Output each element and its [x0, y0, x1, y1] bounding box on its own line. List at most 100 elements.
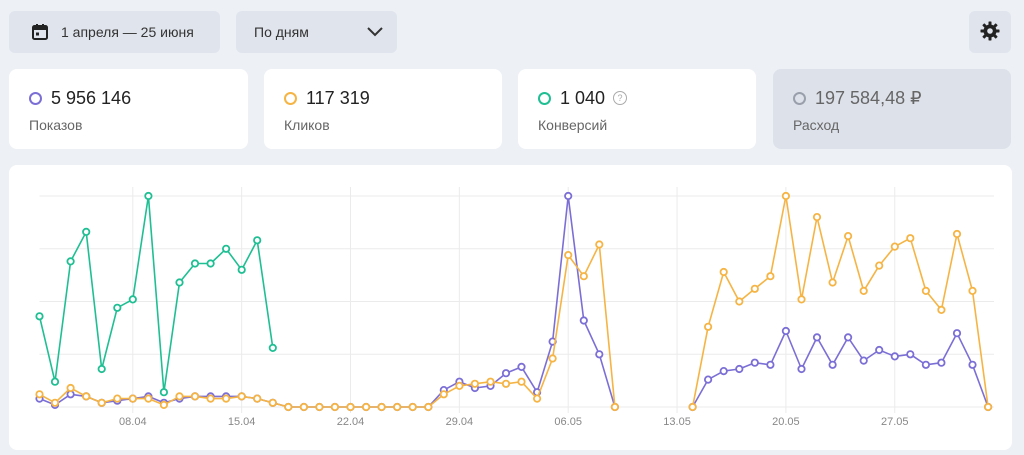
clicks-point	[921, 286, 931, 296]
conversions-point	[50, 377, 60, 386]
chart-panel: 08.04 15.04 22.04 29.04 06.05 13.05 20.05 27.05	[9, 165, 1012, 450]
clicks-point	[408, 402, 417, 412]
conversions-point	[82, 227, 91, 237]
clicks-point	[486, 377, 495, 386]
impressions-point	[719, 367, 728, 376]
date-range-button[interactable]: 1 апреля — 25 июня	[9, 11, 220, 53]
clicks-point	[206, 394, 215, 403]
clicks-point	[284, 402, 293, 412]
impressions-point	[812, 333, 822, 342]
clicks-point	[330, 402, 339, 412]
x-tick-label: 20.05	[772, 416, 800, 428]
date-range-label: 1 апреля — 25 июня	[61, 24, 194, 40]
metric-card-clicks[interactable]: 117 319 Кликов	[264, 69, 502, 149]
impressions-point	[937, 358, 946, 367]
grouping-label: По дням	[254, 24, 309, 40]
impressions-point	[735, 364, 744, 374]
clicks-point	[766, 272, 775, 281]
clicks-point	[82, 392, 91, 401]
clicks-point	[937, 305, 946, 314]
conversions-line	[38, 195, 274, 393]
line-chart[interactable]: 08.04 15.04 22.04 29.04 06.05 13.05 20.05 27.05	[9, 165, 1012, 450]
clicks-point	[439, 390, 448, 399]
clicks-point	[750, 284, 759, 293]
grouping-select[interactable]: По дням	[236, 11, 397, 53]
clicks-series-marker	[284, 91, 297, 105]
clicks-value: 117 319	[306, 87, 370, 108]
clicks-point	[393, 402, 402, 412]
clicks-point	[610, 402, 620, 412]
clicks-point	[268, 398, 277, 407]
clicks-point	[703, 322, 713, 331]
x-tick-label: 15.04	[228, 416, 256, 428]
clicks-point	[812, 212, 822, 222]
conversions-value: 1 040	[560, 87, 606, 108]
conversions-point	[253, 236, 262, 245]
conversions-point	[66, 257, 75, 266]
clicks-point	[843, 232, 853, 241]
conversions-point	[222, 244, 231, 253]
impressions-value: 5 956 146	[51, 87, 132, 108]
clicks-point	[222, 394, 231, 403]
clicks-point	[315, 402, 324, 412]
impressions-point	[517, 362, 526, 371]
metric-card-conversions[interactable]: 1 040 ? Конверсий	[518, 69, 756, 149]
conversions-point	[113, 303, 122, 312]
conversions-point	[144, 191, 153, 201]
clicks-point	[781, 191, 791, 201]
metric-card-spend[interactable]: 197 584,48 ₽ Расход	[773, 69, 1011, 149]
clicks-point	[797, 295, 806, 304]
clicks-point	[97, 398, 106, 407]
impressions-point	[595, 350, 604, 359]
x-tick-label: 29.04	[446, 416, 474, 428]
clicks-point	[595, 240, 604, 249]
clicks-point	[688, 402, 697, 412]
impressions-point	[781, 326, 791, 336]
impressions-point	[906, 350, 915, 359]
impressions-point	[579, 316, 588, 325]
clicks-point	[952, 229, 962, 239]
x-tick-label: 06.05	[554, 416, 582, 428]
spend-label: Расход	[793, 117, 840, 133]
conversions-label: Конверсий	[538, 117, 608, 133]
x-tick-label: 27.05	[881, 416, 909, 428]
conversions-series-marker	[538, 91, 551, 105]
impressions-label: Показов	[29, 117, 83, 133]
clicks-point	[113, 394, 122, 403]
impressions-point	[859, 356, 868, 365]
settings-button[interactable]	[969, 11, 1011, 53]
clicks-point	[424, 402, 433, 412]
impressions-point	[875, 345, 884, 355]
clicks-point	[190, 392, 200, 401]
impressions-point	[564, 191, 573, 201]
clicks-point	[455, 381, 464, 390]
clicks-point	[548, 354, 557, 363]
impressions-point	[703, 375, 713, 384]
clicks-point	[144, 394, 153, 403]
question-icon[interactable]: ?	[613, 91, 628, 105]
clicks-point	[564, 251, 573, 260]
clicks-point	[735, 297, 744, 306]
impressions-point	[750, 358, 759, 367]
impressions-point	[828, 360, 837, 369]
chevron-down-icon	[367, 24, 383, 40]
impressions-point	[952, 329, 962, 338]
conversions-point	[190, 259, 200, 268]
impressions-point	[797, 364, 806, 374]
conversions-point	[35, 312, 44, 321]
clicks-point	[35, 390, 44, 399]
clicks-point	[470, 379, 479, 388]
clicks-point	[175, 392, 184, 401]
clicks-point	[983, 402, 993, 412]
impressions-point	[501, 369, 511, 378]
conversions-point	[159, 388, 168, 397]
impressions-point	[843, 333, 853, 342]
impressions-point	[766, 360, 775, 369]
clicks-point	[579, 272, 588, 281]
metric-card-impressions[interactable]: 5 956 146 Показов	[9, 69, 248, 149]
spend-value: 197 584,48 ₽	[815, 87, 922, 108]
clicks-point	[377, 402, 386, 412]
impressions-series-marker	[29, 91, 42, 105]
gear-icon	[980, 21, 1000, 44]
conversions-point	[175, 278, 184, 287]
